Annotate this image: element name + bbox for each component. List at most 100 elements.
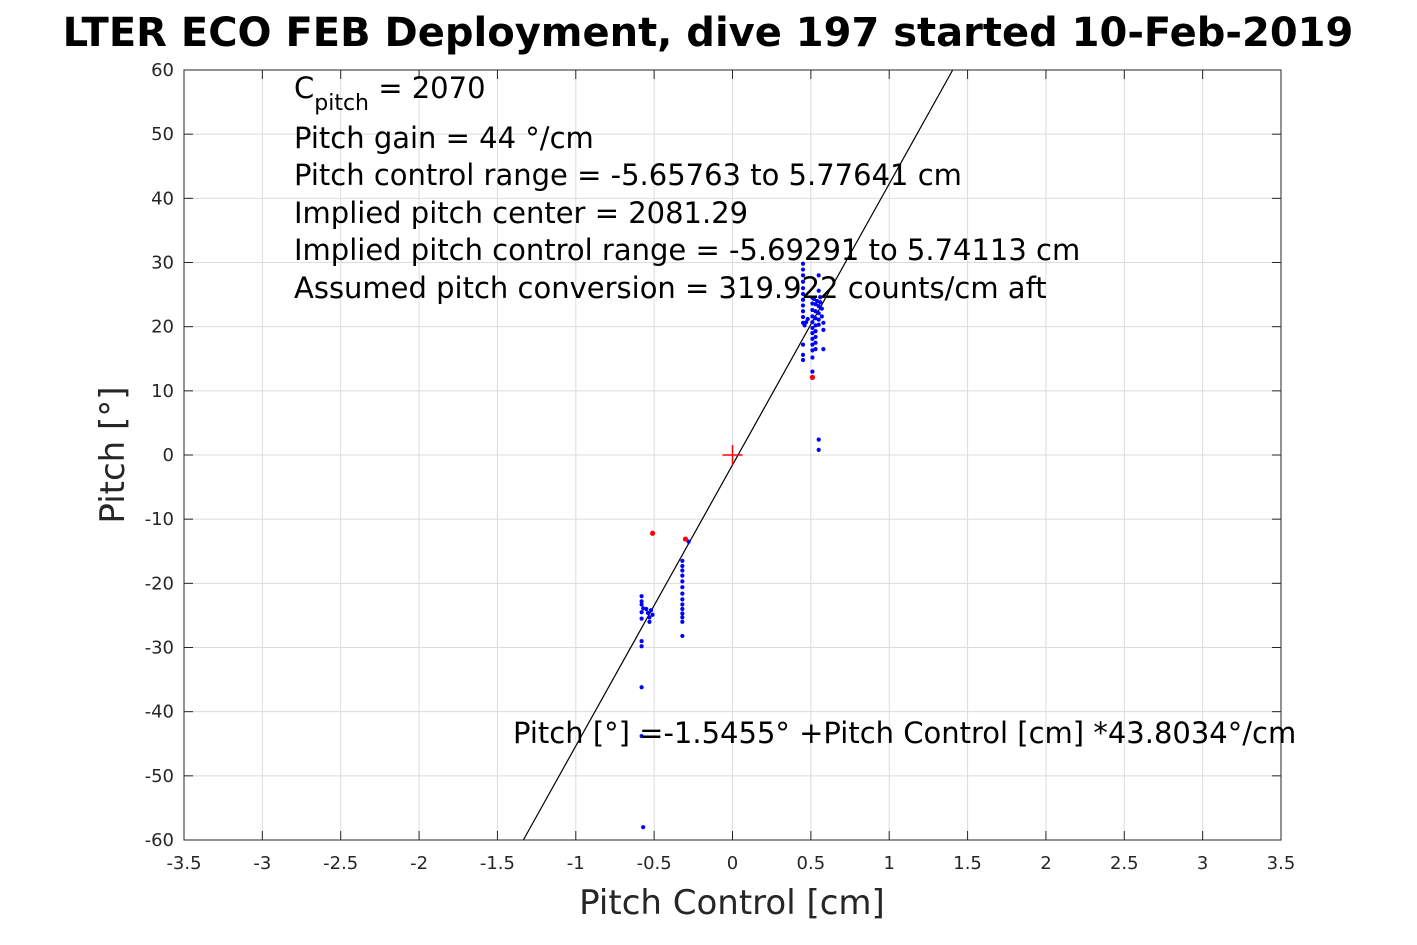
data-point [810,301,815,306]
implied-range-annotation: Implied pitch control range = -5.69291 t… [294,233,1080,267]
data-point [813,340,818,345]
plot-frame [183,69,1282,841]
data-point [639,599,644,604]
y-tick-label: 50 [151,124,174,145]
c-pitch-base: C [294,71,314,105]
data-point [819,306,824,311]
c-pitch-annotation: Cpitch = 2070 [294,71,486,116]
data-point [639,733,644,739]
data-point [818,300,823,305]
data-point [680,619,685,624]
data-point [813,347,818,352]
data-point [641,606,646,611]
y-tick-label: -10 [145,509,174,530]
data-point [802,323,807,328]
data-point [800,342,806,347]
data-point [810,355,815,360]
data-point [800,291,806,297]
x-tick-label: 0.5 [797,853,826,874]
data-point [816,447,821,452]
data-point [682,536,689,542]
data-point [639,610,644,615]
data-points [639,261,826,830]
conversion-annotation: Assumed pitch conversion = 319.922 count… [294,271,1047,305]
fit-equation-annotation: Pitch [°] =-1.5455° +Pitch Control [cm] … [513,716,1296,750]
data-point [800,357,806,363]
x-tick-label: 2 [1040,853,1051,874]
data-point [680,591,685,596]
data-point [810,325,815,331]
x-axis-label: Pitch Control [cm] [579,883,885,923]
data-point [813,302,818,307]
x-axis: -3.5 -3 -2.5 -2 -1.5 -1 -0.5 0 0.5 1 1.5 2 2.5 3 3.5 [166,70,1295,874]
data-point [645,610,650,615]
implied-center-annotation: Implied pitch center = 2081.29 [294,196,748,230]
data-point [680,568,685,573]
data-point [639,638,644,644]
data-point [810,342,815,347]
data-point [639,602,644,607]
x-tick-label: 1.5 [953,853,982,874]
data-point [810,330,815,336]
c-pitch-subscript: pitch [314,91,369,116]
x-tick-label: -2 [410,853,428,874]
x-tick-label: -2.5 [323,853,358,874]
x-tick-label: -3.5 [166,853,201,874]
data-point [816,322,821,327]
data-point [680,606,685,612]
data-point [816,317,821,322]
plot-area [522,69,954,841]
y-axis: -60 -50 -40 -30 -20 -10 0 10 20 30 40 50 60 [145,60,1281,851]
chart-title: LTER ECO FEB Deployment, dive 197 starte… [63,10,1354,56]
data-point [644,606,649,612]
y-tick-label: -50 [145,766,174,787]
data-point [819,314,824,319]
data-point [680,579,685,584]
y-axis-label: Pitch [°] [93,386,133,523]
data-point [813,334,818,340]
data-point [680,563,685,569]
x-tick-label: 1 [883,853,894,874]
control-range-annotation: Pitch control range = -5.65763 to 5.7764… [294,158,962,192]
data-point [816,437,821,442]
data-point [680,611,685,616]
data-point [805,316,810,322]
data-point [680,602,685,607]
data-point [816,304,821,309]
x-tick-label: -0.5 [637,853,672,874]
x-tick-label: -1 [567,853,585,874]
data-point [639,594,644,599]
y-tick-label: -20 [145,573,174,594]
x-tick-label: 0 [727,853,738,874]
data-point [680,585,685,590]
data-point [650,612,655,617]
c-pitch-value: = 2070 [369,71,486,105]
data-point [800,352,806,357]
data-point [641,825,646,830]
data-point [821,327,826,332]
center-marker [722,445,743,465]
data-point [639,644,644,649]
y-tick-label: -40 [145,702,174,723]
x-tick-label: -1.5 [480,853,515,874]
y-tick-label: 30 [151,253,174,274]
data-point [649,530,656,536]
data-point [647,615,652,620]
x-tick-label: 3 [1197,853,1208,874]
data-point [804,320,809,325]
data-point [821,347,826,352]
data-point [813,329,818,334]
data-point [800,279,806,284]
data-point [810,336,815,341]
data-point [800,267,806,272]
data-point [813,309,818,314]
data-point [680,597,685,602]
data-point [648,608,654,613]
x-tick-label: -3 [253,853,271,874]
data-point [800,286,806,291]
data-point [800,273,806,278]
data-point [818,295,823,300]
y-tick-label: 0 [163,445,174,466]
data-point [810,369,815,374]
